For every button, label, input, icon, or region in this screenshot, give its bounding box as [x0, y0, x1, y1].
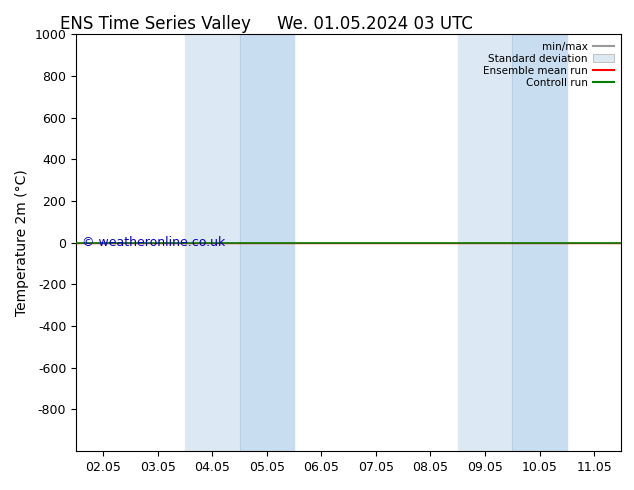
Text: ENS Time Series Valley     We. 01.05.2024 03 UTC: ENS Time Series Valley We. 01.05.2024 03…: [60, 15, 473, 33]
Bar: [185, 34, 240, 451]
Bar: [458, 34, 512, 451]
Bar: [240, 34, 294, 451]
Text: © weatheronline.co.uk: © weatheronline.co.uk: [82, 236, 225, 249]
Y-axis label: Temperature 2m (°C): Temperature 2m (°C): [15, 169, 29, 316]
Legend: min/max, Standard deviation, Ensemble mean run, Controll run: min/max, Standard deviation, Ensemble me…: [479, 37, 618, 92]
Bar: [512, 34, 567, 451]
